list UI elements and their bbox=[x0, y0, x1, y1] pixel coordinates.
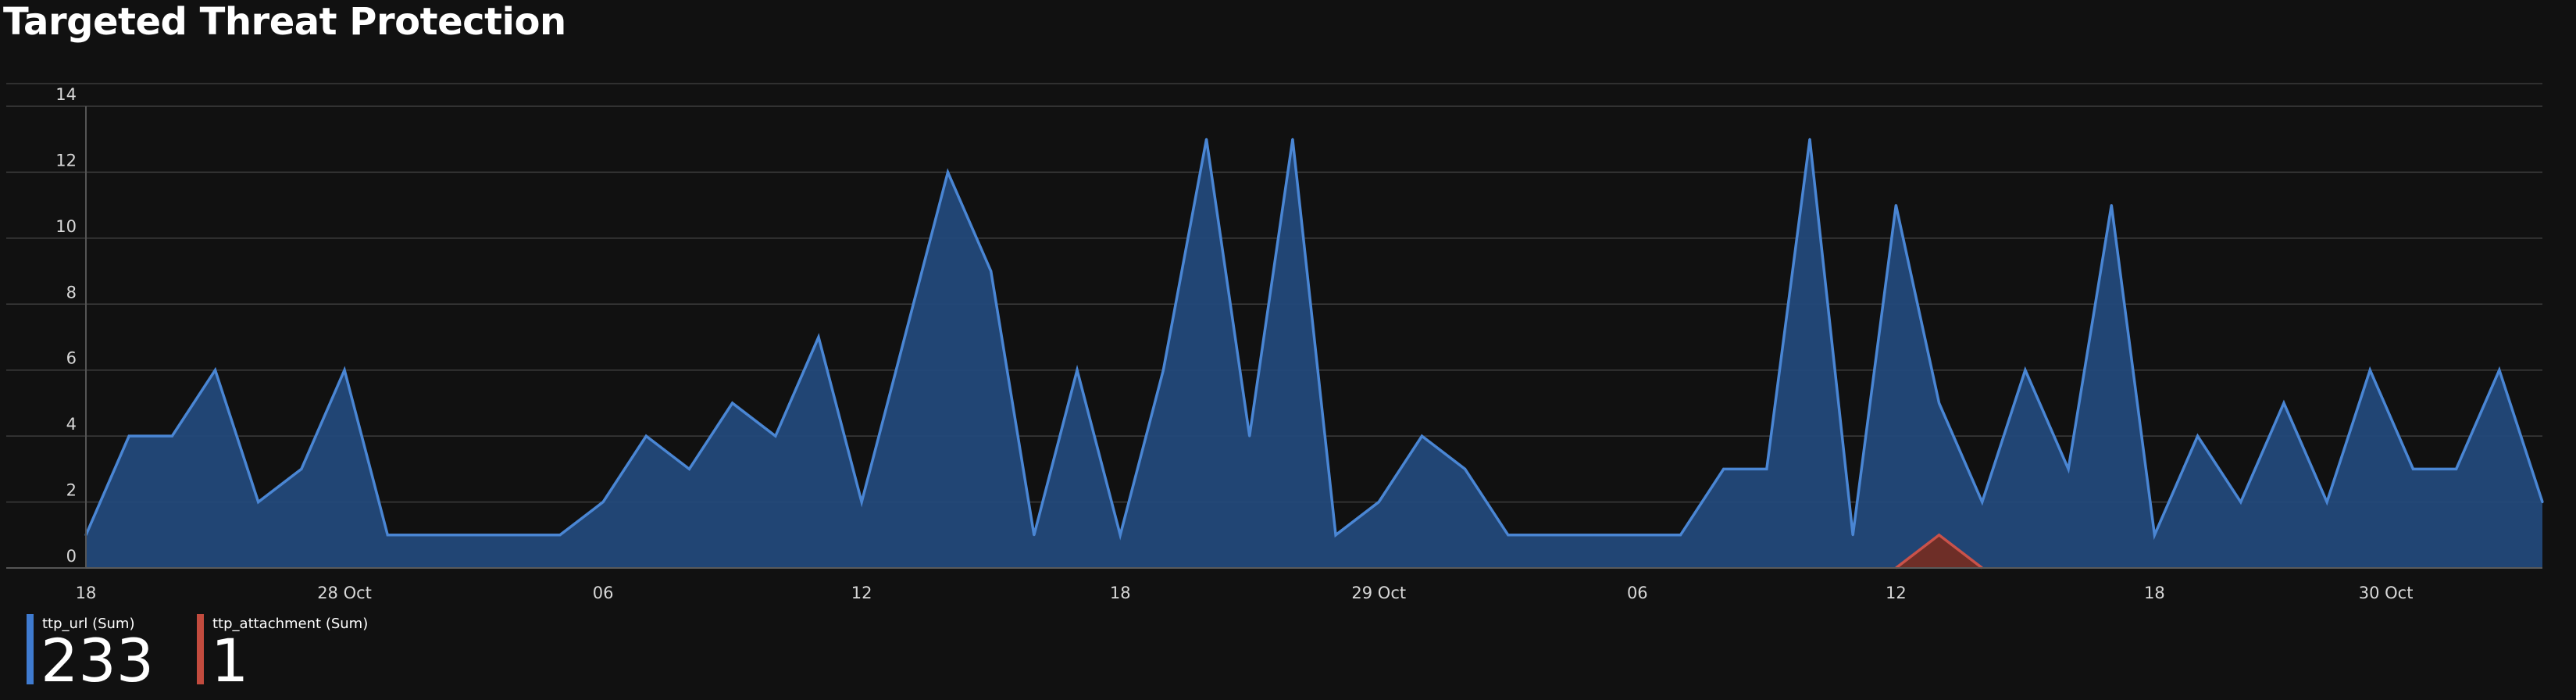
data-point[interactable] bbox=[731, 402, 734, 405]
data-point[interactable] bbox=[386, 534, 389, 537]
legend-swatch bbox=[197, 614, 204, 684]
x-tick-label: 28 Oct bbox=[317, 584, 372, 602]
data-point[interactable] bbox=[2498, 369, 2501, 372]
data-point[interactable] bbox=[1076, 369, 1079, 372]
x-tick-label: 18 bbox=[2144, 584, 2165, 602]
data-point[interactable] bbox=[1377, 501, 1380, 504]
x-tick-label: 06 bbox=[1627, 584, 1648, 602]
data-point[interactable] bbox=[1593, 534, 1596, 537]
x-tick-label: 18 bbox=[1110, 584, 1131, 602]
data-point[interactable] bbox=[170, 434, 173, 438]
data-point[interactable] bbox=[2282, 402, 2285, 405]
data-point[interactable] bbox=[516, 534, 519, 537]
data-point[interactable] bbox=[817, 336, 820, 338]
series-line-ttp-url bbox=[84, 138, 2544, 541]
data-point[interactable] bbox=[1119, 534, 1122, 537]
data-point[interactable] bbox=[1765, 467, 1768, 470]
data-point[interactable] bbox=[1033, 534, 1036, 537]
data-point[interactable] bbox=[1464, 467, 1467, 470]
y-tick-label: 0 bbox=[66, 547, 77, 566]
data-point[interactable] bbox=[1550, 534, 1553, 537]
x-tick-label: 29 Oct bbox=[1351, 584, 1406, 602]
data-point[interactable] bbox=[1938, 402, 1941, 405]
data-point[interactable] bbox=[300, 467, 303, 470]
data-point[interactable] bbox=[1334, 534, 1337, 537]
x-tick-label: 30 Oct bbox=[2359, 584, 2414, 602]
data-point[interactable] bbox=[2110, 204, 2113, 207]
data-point[interactable] bbox=[947, 170, 950, 173]
data-point[interactable] bbox=[2239, 501, 2242, 504]
data-point[interactable] bbox=[1420, 434, 1423, 438]
data-point[interactable] bbox=[2067, 467, 2070, 470]
data-point[interactable] bbox=[214, 369, 217, 372]
data-point[interactable] bbox=[990, 270, 993, 273]
y-tick-label: 10 bbox=[55, 217, 77, 236]
x-tick-label: 06 bbox=[593, 584, 614, 602]
data-point[interactable] bbox=[860, 501, 863, 504]
y-tick-label: 6 bbox=[66, 349, 77, 368]
series-area-ttp-url bbox=[86, 139, 2542, 568]
legend-label: ttp_attachment (Sum) bbox=[212, 616, 369, 632]
data-point[interactable] bbox=[1808, 138, 1811, 141]
data-point[interactable] bbox=[601, 501, 605, 504]
data-point[interactable] bbox=[1507, 534, 1510, 537]
data-point[interactable] bbox=[1894, 204, 1897, 207]
legend-value: 1 bbox=[211, 626, 249, 695]
data-point[interactable] bbox=[343, 369, 346, 372]
legend-swatch bbox=[27, 614, 34, 684]
data-point[interactable] bbox=[2368, 369, 2371, 372]
y-tick-label: 8 bbox=[66, 283, 77, 302]
y-tick-label: 4 bbox=[66, 415, 77, 434]
x-tick-label: 12 bbox=[1886, 584, 1907, 602]
data-point[interactable] bbox=[2024, 369, 2027, 372]
x-tick-label: 12 bbox=[851, 584, 872, 602]
y-tick-label: 14 bbox=[55, 85, 77, 104]
data-point[interactable] bbox=[1636, 534, 1639, 537]
data-point[interactable] bbox=[2541, 501, 2544, 504]
data-point[interactable] bbox=[1679, 534, 1682, 537]
data-point[interactable] bbox=[1248, 434, 1251, 438]
data-point[interactable] bbox=[2153, 534, 2156, 537]
page-title: Targeted Threat Protection bbox=[3, 0, 566, 44]
legend-label: ttp_url (Sum) bbox=[42, 616, 135, 632]
data-point[interactable] bbox=[1981, 501, 1984, 504]
data-point[interactable] bbox=[2325, 501, 2328, 504]
data-point[interactable] bbox=[1851, 534, 1854, 537]
data-point[interactable] bbox=[558, 534, 562, 537]
data-point[interactable] bbox=[2196, 434, 2200, 438]
y-tick-label: 2 bbox=[66, 481, 77, 500]
data-point[interactable] bbox=[644, 434, 648, 438]
data-point[interactable] bbox=[1291, 138, 1294, 141]
data-point[interactable] bbox=[1722, 467, 1725, 470]
data-point[interactable] bbox=[257, 501, 260, 504]
x-tick-label: 18 bbox=[76, 584, 97, 602]
data-point[interactable] bbox=[687, 467, 690, 470]
series-area-ttp-attachment bbox=[1896, 534, 1982, 568]
legend-value: 233 bbox=[41, 626, 155, 695]
series-line-ttp-attachment bbox=[1895, 533, 1983, 570]
data-point[interactable] bbox=[429, 534, 432, 537]
data-point[interactable] bbox=[127, 434, 130, 438]
data-point[interactable] bbox=[473, 534, 476, 537]
data-point[interactable] bbox=[774, 434, 777, 438]
data-point[interactable] bbox=[2455, 467, 2458, 470]
data-point[interactable] bbox=[1205, 138, 1208, 141]
axes: 0 2 4 6 8 10 12 14 18 28 Oct 06 12 18 29 Oct 06 12 18 30 … bbox=[55, 85, 2542, 602]
data-point[interactable] bbox=[2411, 467, 2414, 470]
series-areas bbox=[84, 138, 2544, 570]
data-point[interactable] bbox=[903, 336, 906, 338]
y-tick-label: 12 bbox=[55, 151, 77, 170]
data-point[interactable] bbox=[1161, 369, 1165, 372]
